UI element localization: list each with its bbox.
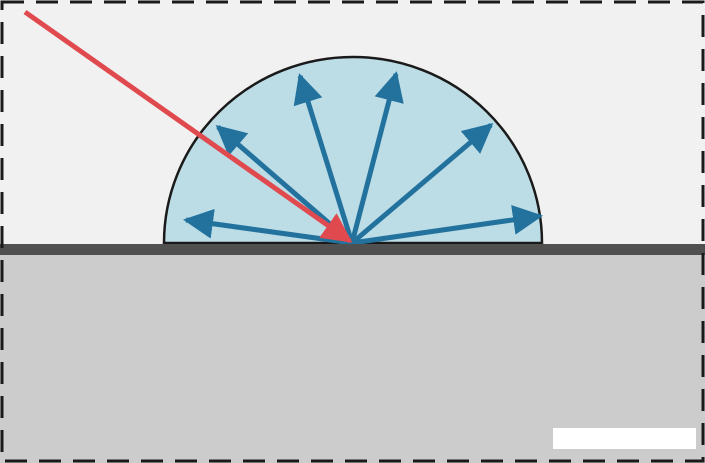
reflected-ray [349,71,404,244]
reflected-ray [351,204,543,246]
scatter-lobe [162,55,544,245]
reflected-ray [350,123,494,245]
blank-patch [553,428,696,449]
material-region [0,250,705,463]
incident-ray [23,9,353,244]
surface [0,244,705,255]
